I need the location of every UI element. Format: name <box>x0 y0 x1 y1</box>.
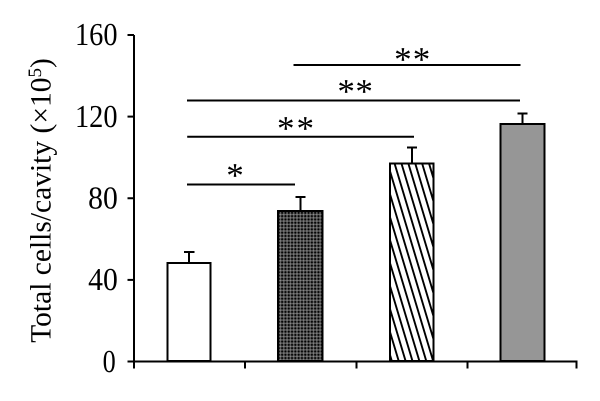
svg-text:160: 160 <box>75 16 118 52</box>
svg-text:*: * <box>355 72 373 111</box>
svg-text:0: 0 <box>103 343 116 379</box>
svg-text:*: * <box>413 40 431 79</box>
svg-text:*: * <box>277 109 295 148</box>
svg-text:*: * <box>337 72 355 111</box>
svg-text:80: 80 <box>88 180 118 216</box>
svg-text:120: 120 <box>75 98 118 134</box>
svg-text:*: * <box>296 109 314 148</box>
svg-text:*: * <box>226 156 244 195</box>
svg-text:*: * <box>394 40 412 79</box>
svg-text:40: 40 <box>88 261 118 297</box>
svg-text:Total cells/cavity (×105): Total cells/cavity (×105) <box>25 58 58 343</box>
